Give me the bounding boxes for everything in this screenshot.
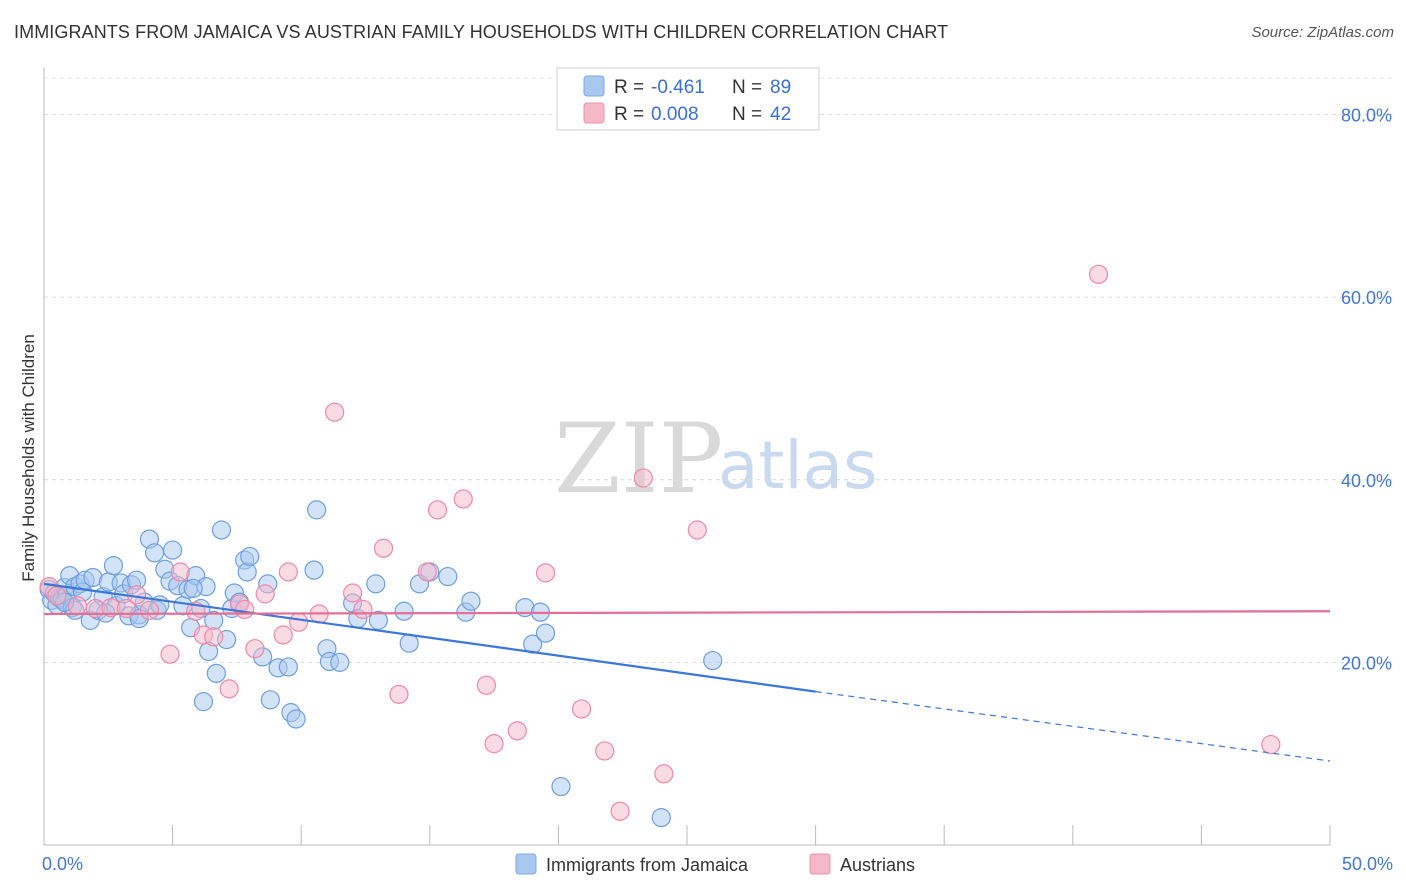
y-tick-label-60: 60.0% (1341, 288, 1392, 308)
legend-swatch-austrians (583, 102, 605, 124)
point-jamaica-68 (394, 601, 414, 621)
x-tick-label-0: 0.0% (42, 854, 83, 874)
point-austrians-17 (273, 625, 293, 645)
y-tick-label-20: 20.0% (1341, 653, 1392, 673)
point-austrians-38 (687, 520, 707, 540)
point-jamaica-43 (206, 663, 226, 683)
point-jamaica-59 (304, 560, 324, 580)
point-austrians-40 (1261, 734, 1281, 755)
point-austrians-21 (325, 402, 345, 422)
point-jamaica-60 (307, 500, 327, 520)
point-jamaica-88 (183, 578, 203, 599)
trend-lines (43, 582, 1331, 762)
point-austrians-33 (571, 699, 592, 719)
trend-line-austrians (43, 610, 1331, 616)
point-jamaica-51 (240, 546, 260, 567)
point-austrians-26 (417, 562, 437, 582)
series-legend: Immigrants from Jamaica Austrians (515, 853, 915, 875)
point-austrians-16 (255, 584, 275, 604)
point-jamaica-44 (211, 520, 232, 540)
point-jamaica-80 (651, 808, 671, 828)
point-austrians-30 (484, 734, 504, 754)
point-austrians-37 (654, 764, 674, 784)
point-austrians-18 (278, 562, 298, 582)
point-austrians-36 (633, 468, 653, 488)
point-jamaica-74 (461, 591, 481, 611)
point-jamaica-81 (703, 650, 723, 671)
point-austrians-2 (67, 596, 88, 616)
point-austrians-24 (373, 538, 394, 558)
point-jamaica-29 (144, 543, 165, 563)
point-austrians-35 (610, 801, 630, 821)
bottom-legend-swatch-jamaica (515, 853, 537, 875)
point-austrians-34 (595, 741, 615, 761)
legend-r-value-jamaica: -0.461 (651, 77, 705, 98)
point-jamaica-66 (366, 574, 386, 594)
legend-n-label-jamaica: N = (732, 77, 762, 98)
point-austrians-15 (245, 639, 265, 659)
legend-r-label-jamaica: R = (614, 77, 644, 98)
point-austrians-7 (139, 600, 160, 620)
bottom-legend-swatch-austrians (809, 853, 831, 875)
point-jamaica-33 (163, 540, 183, 560)
point-austrians-29 (476, 675, 496, 695)
point-jamaica-63 (330, 652, 350, 672)
legend-r-label-austrians: R = (614, 104, 644, 125)
point-austrians-8 (160, 644, 180, 664)
point-austrians-32 (535, 563, 556, 583)
point-jamaica-54 (260, 690, 280, 710)
x-tick-label-50: 50.0% (1342, 854, 1393, 874)
chart-title: IMMIGRANTS FROM JAMAICA VS AUSTRIAN FAMI… (14, 22, 949, 42)
watermark-atlas: atlas (718, 427, 878, 504)
y-tick-label-80: 80.0% (1341, 106, 1392, 126)
point-austrians-9 (170, 562, 190, 582)
point-austrians-1 (47, 586, 67, 606)
legend-n-value-austrians: 42 (770, 104, 791, 125)
point-jamaica-67 (368, 610, 388, 630)
chart-source: Source: ZipAtlas.com (1251, 24, 1394, 41)
trend-line-jamaica-extrapolated (815, 691, 1331, 762)
point-jamaica-58 (286, 709, 306, 729)
point-jamaica-72 (438, 566, 458, 587)
bottom-legend-label-austrians: Austrians (840, 855, 915, 875)
point-jamaica-82 (193, 692, 214, 712)
point-jamaica-19 (103, 555, 124, 576)
axes: 20.0% 40.0% 60.0% 80.0% 0.0% 50.0% (42, 68, 1393, 874)
legend-n-label-austrians: N = (732, 104, 762, 125)
point-jamaica-78 (535, 623, 556, 643)
point-austrians-41 (235, 599, 255, 620)
point-austrians-12 (204, 627, 224, 647)
legend-n-value-jamaica: 89 (770, 77, 791, 98)
legend-r-value-austrians: 0.008 (651, 104, 699, 125)
bottom-legend-label-jamaica: Immigrants from Jamaica (546, 855, 749, 875)
point-austrians-13 (219, 679, 239, 699)
stats-legend: R = -0.461 N = 89 R = 0.008 N = 42 (556, 67, 820, 131)
point-austrians-25 (389, 684, 409, 704)
y-axis-title: Family Households with Children (19, 334, 38, 582)
point-austrians-27 (427, 500, 448, 520)
y-tick-label-40: 40.0% (1341, 471, 1392, 491)
legend-swatch-jamaica (583, 75, 605, 97)
point-austrians-23 (353, 599, 373, 620)
point-jamaica-69 (399, 633, 419, 653)
point-austrians-22 (343, 583, 363, 603)
trend-line-jamaica (43, 582, 816, 693)
watermark-zip: ZIP (554, 403, 723, 515)
point-jamaica-79 (551, 776, 571, 797)
point-austrians-39 (1088, 264, 1109, 284)
series-austrians-points (39, 264, 1281, 821)
point-austrians-28 (453, 489, 473, 509)
point-austrians-31 (507, 721, 527, 741)
point-austrians-19 (289, 612, 309, 632)
point-jamaica-56 (278, 657, 298, 677)
